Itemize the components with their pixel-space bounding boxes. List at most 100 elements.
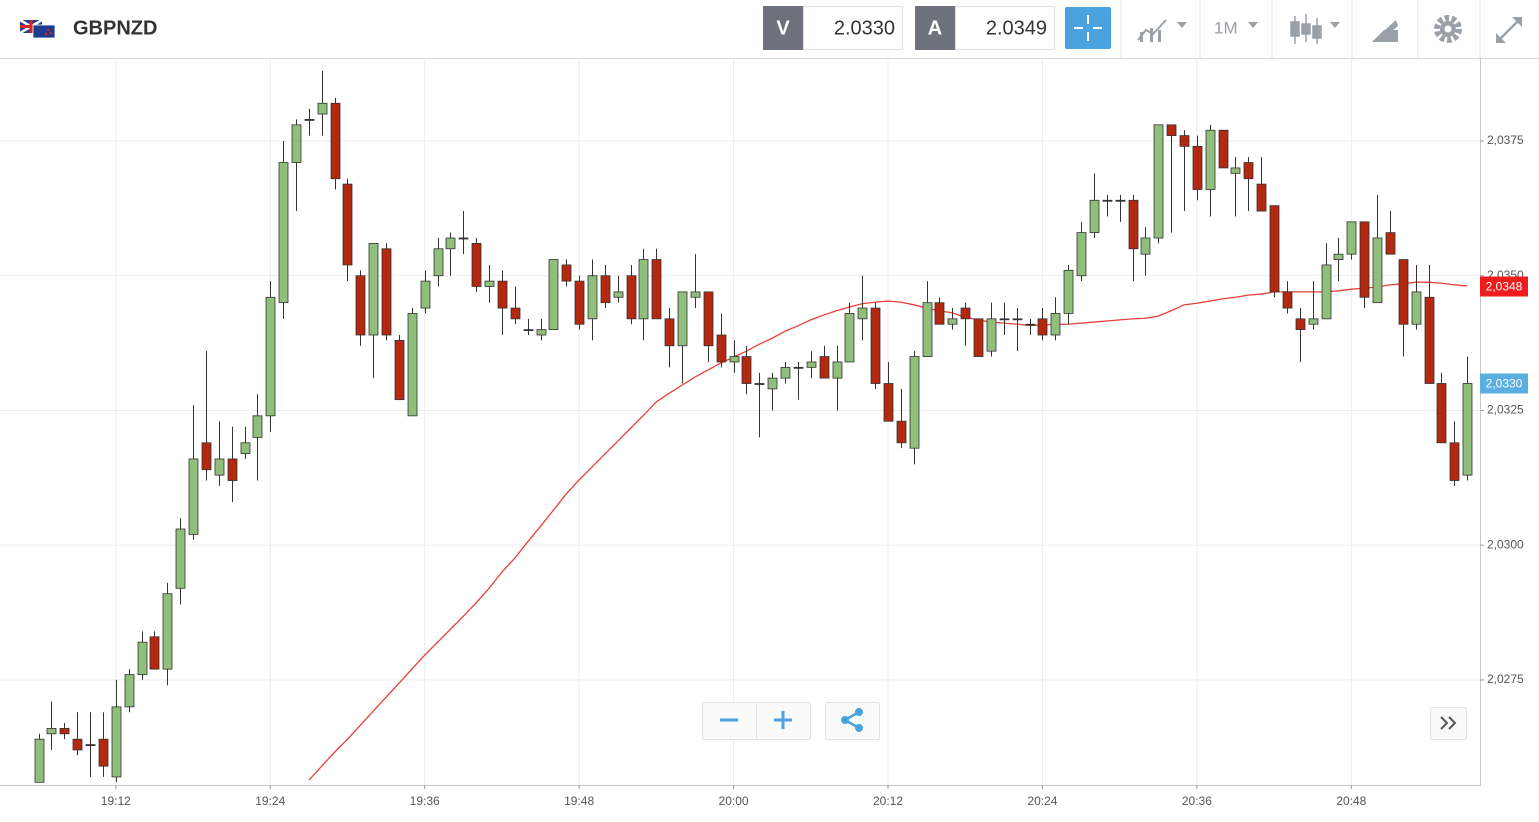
bid-price: 2.0330 xyxy=(834,17,895,39)
candle-body xyxy=(857,307,868,320)
candle-body xyxy=(1076,232,1087,277)
candle-body xyxy=(626,275,637,320)
candle-body xyxy=(1295,318,1306,331)
y-tick-label: 2,0300 xyxy=(1487,537,1524,551)
candle-body xyxy=(137,641,148,675)
candle-body xyxy=(188,458,199,535)
candles-button[interactable] xyxy=(1290,14,1340,44)
grid xyxy=(0,58,1480,785)
candle-body xyxy=(1359,221,1370,298)
candle-body xyxy=(85,744,96,746)
candle-body xyxy=(1269,205,1280,293)
bid-button[interactable] xyxy=(763,6,803,50)
candle-body xyxy=(1192,145,1203,190)
x-tick-label: 20:36 xyxy=(1182,794,1212,808)
candle-body xyxy=(1140,237,1151,255)
candle-body xyxy=(1166,124,1177,137)
crosshair-button[interactable] xyxy=(1065,7,1111,49)
price-label: 2,0330 xyxy=(1486,377,1523,391)
candle-body xyxy=(342,183,353,266)
candle-body xyxy=(1462,383,1473,476)
candles xyxy=(34,70,1473,783)
candle-body xyxy=(896,420,907,444)
candle-body xyxy=(613,291,624,298)
candle-body xyxy=(175,528,186,589)
x-tick-label: 19:36 xyxy=(410,794,440,808)
candle-body xyxy=(1089,199,1100,234)
candle-body xyxy=(1230,167,1241,174)
candle-body xyxy=(162,593,173,670)
candle-body xyxy=(934,302,945,325)
candle-body xyxy=(304,119,315,121)
candle-body xyxy=(754,383,765,385)
scroll-right-button[interactable] xyxy=(1430,707,1467,740)
candle-body xyxy=(201,442,212,471)
ask-button[interactable] xyxy=(915,6,955,50)
candle-body xyxy=(548,259,559,331)
candle-body xyxy=(1333,253,1344,260)
candle-body xyxy=(59,728,70,735)
candle-body xyxy=(1102,199,1113,202)
candle-body xyxy=(407,313,418,417)
candle-body xyxy=(124,674,135,708)
zoom-in-button[interactable] xyxy=(774,711,792,729)
candle-body xyxy=(729,356,740,363)
candle-body xyxy=(1282,291,1293,309)
candle-body xyxy=(98,738,109,767)
candle-body xyxy=(227,458,238,481)
chart-type-button[interactable] xyxy=(1137,19,1187,42)
candle-body xyxy=(600,275,611,304)
settings-button[interactable] xyxy=(1434,15,1462,43)
draw-button[interactable] xyxy=(1372,20,1398,42)
candle-body xyxy=(819,356,830,379)
candle-body xyxy=(947,318,958,325)
candle-body xyxy=(1153,124,1164,239)
candle-body xyxy=(536,329,547,336)
candle-body xyxy=(497,280,508,309)
candle-body xyxy=(1063,269,1074,314)
candle-body xyxy=(922,302,933,357)
x-tick-label: 20:48 xyxy=(1336,794,1366,808)
x-tick-label: 20:12 xyxy=(873,794,903,808)
candle-body xyxy=(690,291,701,298)
candle-body xyxy=(1256,183,1267,212)
x-tick-label: 19:24 xyxy=(255,794,285,808)
candle-body xyxy=(149,636,160,670)
candle-body xyxy=(1243,162,1254,180)
candle-body xyxy=(832,361,843,379)
candle-body xyxy=(1308,318,1319,325)
x-tick-label: 19:48 xyxy=(564,794,594,808)
candle-body xyxy=(368,242,379,336)
symbol: GBPNZD xyxy=(73,17,157,39)
candle-body xyxy=(677,291,688,347)
candle-body xyxy=(291,124,302,163)
candle-body xyxy=(909,356,920,449)
fullscreen-button[interactable] xyxy=(1496,17,1522,43)
candle-body xyxy=(1012,318,1023,321)
candle-body xyxy=(1424,296,1435,384)
candle-body xyxy=(883,383,894,422)
candle-body xyxy=(1346,221,1357,255)
candle-body xyxy=(1436,383,1447,444)
ask-price: 2.0349 xyxy=(986,17,1047,39)
candle-body xyxy=(986,318,997,352)
price-label-box xyxy=(1480,276,1528,297)
candle-body xyxy=(330,102,341,180)
candle-body xyxy=(240,442,251,454)
candle-body xyxy=(741,356,752,384)
candle-body xyxy=(574,280,585,325)
y-tick-label: 2,0375 xyxy=(1487,133,1524,147)
share-button[interactable] xyxy=(825,702,880,740)
timeframe: 1M xyxy=(1214,18,1238,37)
price-label-box xyxy=(1480,373,1528,394)
candle-body xyxy=(394,339,405,401)
candle-body xyxy=(806,361,817,368)
candle-body xyxy=(433,248,444,277)
candle-body xyxy=(1218,129,1229,169)
timeframe-button[interactable]: 1M xyxy=(1214,18,1258,37)
candle-body xyxy=(252,415,263,438)
x-tick-label: 20:24 xyxy=(1027,794,1057,808)
candle-body xyxy=(1449,442,1460,481)
bid-box xyxy=(803,6,903,50)
toolbar-dividers xyxy=(1120,0,1481,58)
